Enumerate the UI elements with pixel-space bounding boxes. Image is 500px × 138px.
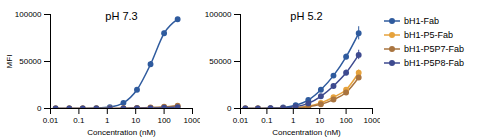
svg-text:100: 100 bbox=[157, 116, 171, 125]
svg-text:1000: 1000 bbox=[184, 116, 200, 125]
svg-text:MFI: MFI bbox=[5, 55, 14, 69]
html-text:bH1-P5P7-Fab: bH1-P5P7-Fab bbox=[404, 44, 464, 54]
html-text:bH1-P5-Fab: bH1-P5-Fab bbox=[404, 30, 453, 40]
svg-text:0.1: 0.1 bbox=[261, 116, 273, 125]
svg-text:0.1: 0.1 bbox=[73, 116, 85, 125]
svg-text:Concentration (nM): Concentration (nM) bbox=[272, 128, 341, 137]
svg-text:10: 10 bbox=[131, 116, 140, 125]
svg-text:0: 0 bbox=[227, 104, 232, 113]
svg-text:50000: 50000 bbox=[209, 57, 232, 66]
svg-text:10: 10 bbox=[315, 116, 324, 125]
svg-text:pH 7.3: pH 7.3 bbox=[105, 10, 137, 22]
svg-text:100: 100 bbox=[339, 116, 353, 125]
html-text:bH1-Fab: bH1-Fab bbox=[404, 16, 439, 26]
svg-text:1: 1 bbox=[291, 116, 296, 125]
svg-text:50000: 50000 bbox=[19, 57, 42, 66]
svg-text:0.01: 0.01 bbox=[43, 116, 59, 125]
svg-text:Concentration (nM): Concentration (nM) bbox=[87, 128, 156, 137]
svg-text:pH 5.2: pH 5.2 bbox=[290, 10, 322, 22]
svg-text:1: 1 bbox=[105, 116, 110, 125]
svg-text:0.01: 0.01 bbox=[233, 116, 249, 125]
svg-text:100000: 100000 bbox=[15, 10, 42, 19]
svg-text:100000: 100000 bbox=[205, 10, 232, 19]
svg-text:1000: 1000 bbox=[364, 116, 380, 125]
svg-text:0: 0 bbox=[37, 104, 42, 113]
html-text:bH1-P5P8-Fab: bH1-P5P8-Fab bbox=[404, 58, 464, 68]
